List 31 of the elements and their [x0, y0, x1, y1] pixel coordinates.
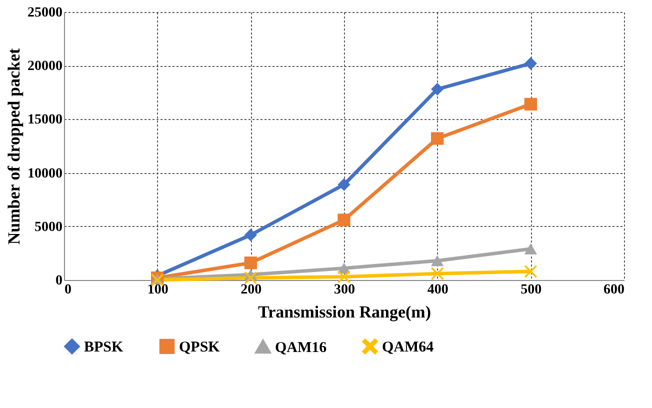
y-tick-label: 5000 [34, 220, 62, 235]
y-tick-label: 25000 [28, 6, 62, 20]
point [524, 265, 537, 278]
legend-label: QAM64 [382, 339, 434, 356]
x-tick-label: 200 [240, 282, 262, 298]
y-axis-title: Number of dropped packet [4, 48, 24, 245]
x-tick-label: 400 [427, 282, 448, 298]
point [244, 256, 257, 270]
x-tick-label: 300 [334, 282, 355, 298]
legend-label: QPSK [179, 339, 220, 356]
y-tick-label: 10000 [28, 166, 62, 182]
point [524, 98, 537, 111]
legend-label: QAM16 [275, 340, 328, 356]
point [524, 57, 537, 70]
point [338, 270, 350, 284]
x-tick-label: 600 [604, 282, 624, 298]
x-axis-title: Transmission Range(m) [258, 302, 431, 322]
legend-label: BPSK [84, 339, 124, 356]
point [431, 267, 444, 280]
point [338, 178, 350, 191]
point [524, 243, 537, 254]
point [431, 82, 444, 96]
point [338, 214, 350, 226]
x-tick-label: 100 [147, 282, 168, 298]
point [431, 132, 444, 145]
point [431, 255, 444, 266]
x-tick-label: 500 [520, 282, 542, 298]
point [244, 272, 257, 284]
y-tick-label: 15000 [28, 112, 62, 128]
y-tick-label: 20000 [28, 59, 62, 74]
point [244, 228, 257, 242]
